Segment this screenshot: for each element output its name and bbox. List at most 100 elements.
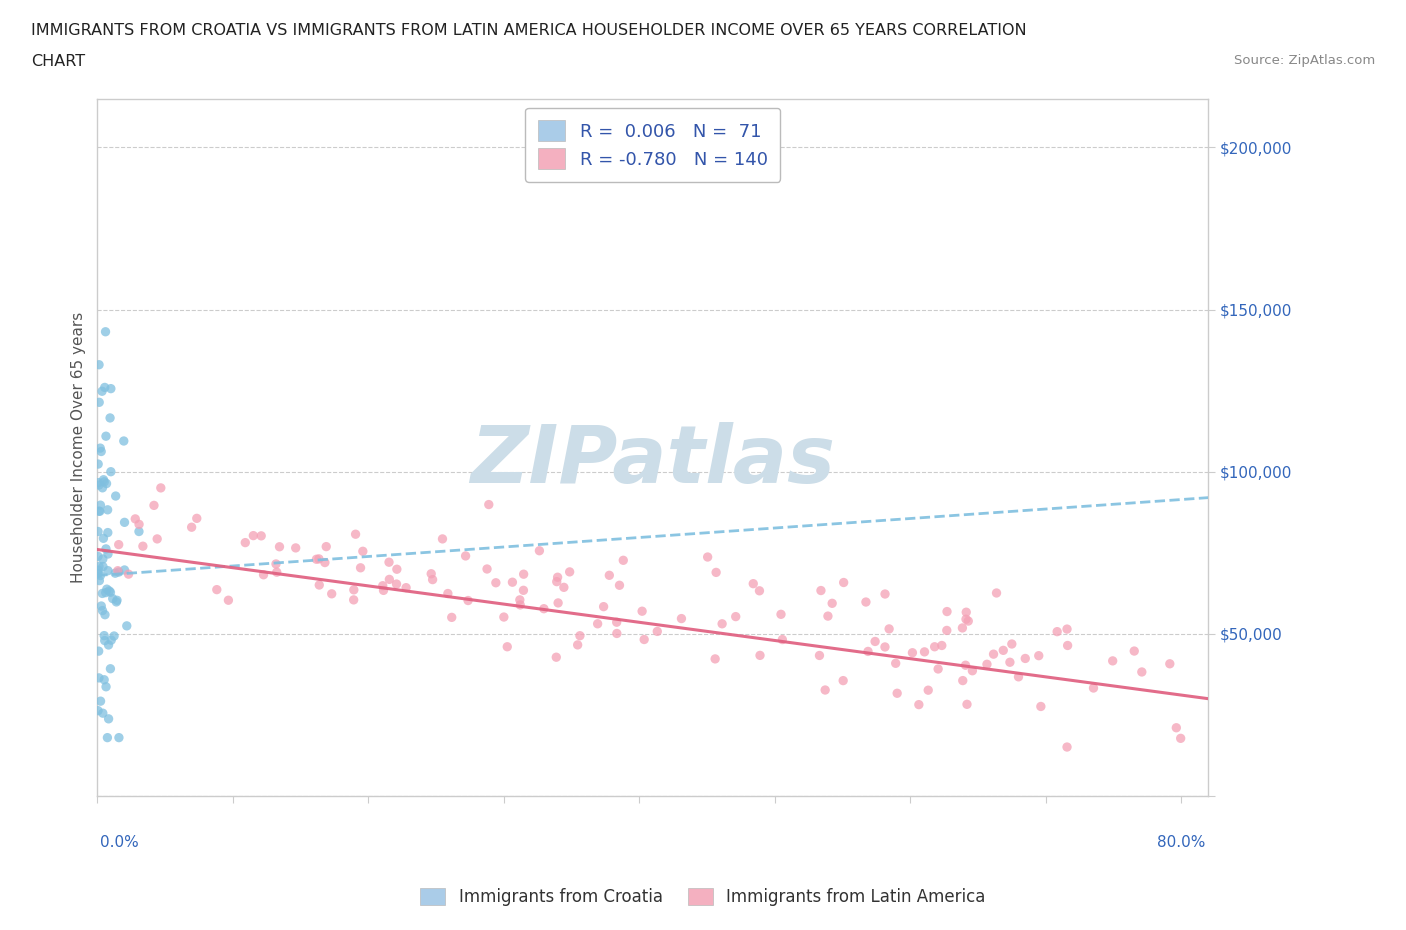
Point [252,567,274,582]
Point [955,604,977,619]
Point [901,645,924,660]
Point [87,559,110,574]
Point [567,637,589,652]
Point [233,535,256,550]
Point [96,581,118,596]
Point [349,561,371,576]
Point [877,621,900,636]
Point [492,609,515,624]
Point [395,580,418,595]
Point [529,543,551,558]
Point [98,410,121,425]
Point [250,528,273,543]
Point [242,528,264,543]
Point [704,651,727,666]
Point [742,577,765,591]
Point [264,556,287,571]
Point [87,671,110,685]
Point [454,549,477,564]
Point [89,498,111,512]
Point [475,562,498,577]
Point [873,587,896,602]
Point [957,614,980,629]
Point [87,563,110,578]
Point [104,488,127,503]
Point [509,592,531,607]
Point [371,578,394,593]
Point [93,633,115,648]
Point [308,578,330,592]
Point [91,604,114,618]
Point [91,551,114,566]
Point [1130,665,1153,680]
Point [748,583,770,598]
Point [308,551,330,566]
Point [101,591,124,606]
Point [568,629,591,644]
Point [586,617,609,631]
Point [1029,699,1052,714]
Text: Source: ZipAtlas.com: Source: ZipAtlas.com [1234,54,1375,67]
Point [1170,731,1192,746]
Point [269,539,291,554]
Point [633,632,655,647]
Point [546,650,568,665]
Point [186,511,208,525]
Point [94,541,117,556]
Point [315,539,337,554]
Point [955,612,977,627]
Point [509,597,531,612]
Point [96,476,118,491]
Point [100,464,122,479]
Point [856,644,879,658]
Point [478,498,501,512]
Point [89,395,111,410]
Point [645,624,668,639]
Point [962,663,984,678]
Point [711,617,734,631]
Point [749,648,772,663]
Point [810,583,832,598]
Point [89,441,111,456]
Point [97,502,120,517]
Point [93,628,115,643]
Point [103,629,125,644]
Point [284,540,307,555]
Point [124,512,146,526]
Point [1056,621,1078,636]
Point [385,562,408,577]
Text: 0.0%: 0.0% [100,835,139,850]
Point [94,679,117,694]
Point [512,583,534,598]
Point [89,568,111,583]
Point [112,433,135,448]
Point [344,526,367,541]
Point [128,525,150,539]
Text: CHART: CHART [31,54,84,69]
Point [808,648,831,663]
Point [1166,721,1188,736]
Point [546,574,568,589]
Point [100,381,122,396]
Point [814,683,837,698]
Point [107,565,129,579]
Point [976,657,998,671]
Point [217,592,239,607]
Point [90,599,112,614]
Point [91,586,114,601]
Point [908,698,931,712]
Point [1101,654,1123,669]
Point [457,593,479,608]
Point [87,478,110,493]
Point [100,661,122,676]
Point [501,575,523,590]
Point [87,475,110,490]
Text: ZIPatlas: ZIPatlas [471,422,835,500]
Legend: R =  0.006   N =  71, R = -0.780   N = 140: R = 0.006 N = 71, R = -0.780 N = 140 [526,108,780,182]
Point [1083,681,1105,696]
Point [1056,739,1078,754]
Point [385,577,408,591]
Point [998,655,1021,670]
Point [352,544,374,559]
Point [378,572,401,587]
